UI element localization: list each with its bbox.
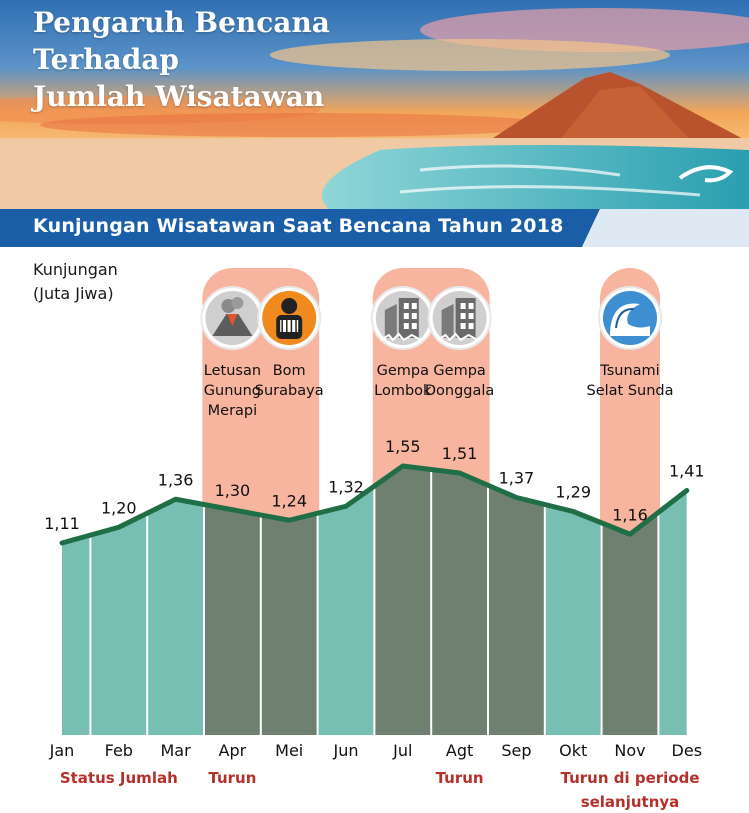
wave [610, 303, 650, 336]
tsunami-wave-icon [598, 286, 662, 350]
status-label: Turun di periode [560, 769, 699, 787]
window [411, 313, 417, 319]
x-tick-label: Agt [446, 741, 473, 760]
window [460, 303, 466, 309]
area-column [374, 466, 432, 735]
beach-volcano-illustration [0, 0, 749, 210]
event-label: Bom [273, 363, 306, 379]
x-tick-label: Mei [275, 741, 303, 760]
volcano-icon [200, 286, 265, 350]
area-column [658, 466, 687, 735]
building-left [441, 304, 454, 338]
data-label: 1,20 [101, 498, 137, 517]
title-line-1: Pengaruh Bencana [33, 6, 330, 39]
data-label: 1,16 [612, 505, 648, 524]
window [403, 323, 409, 329]
y-axis-title-line-2: (Juta Jiwa) [33, 284, 114, 303]
status-label: Status Jumlah [60, 769, 178, 787]
window [403, 313, 409, 319]
header-illustration [0, 0, 749, 210]
status-label: selanjutnya [581, 793, 680, 811]
subtitle-band [0, 209, 749, 247]
crack [380, 332, 422, 342]
x-tick-label: Apr [219, 741, 247, 760]
window [460, 313, 466, 319]
trend-line [59, 463, 690, 546]
crack [437, 332, 479, 342]
data-label: 1,37 [499, 469, 535, 488]
window [468, 303, 474, 309]
x-tick-label: Jul [392, 741, 412, 760]
event-label: Gempa [433, 363, 485, 379]
earthquake-building-icon [427, 286, 492, 350]
y-axis-title-line-1: Kunjungan [33, 260, 118, 279]
event-label: Letusan [204, 363, 261, 379]
area-column [431, 466, 488, 735]
page-title: Pengaruh Bencana Terhadap Jumlah Wisataw… [33, 4, 330, 115]
x-tick-label: Nov [614, 741, 645, 760]
smoke-puff [231, 297, 244, 309]
window [468, 323, 474, 329]
area-column [62, 466, 91, 735]
head [281, 298, 298, 314]
window [468, 313, 474, 319]
area-column [488, 466, 545, 735]
area-column [544, 466, 602, 735]
x-tick-label: Jan [49, 741, 75, 760]
x-tick-label: Jun [333, 741, 359, 760]
window [411, 323, 417, 329]
event-label: Gempa [377, 363, 429, 379]
title-line-2: Terhadap [33, 43, 179, 76]
window [403, 303, 409, 309]
data-label: 1,11 [44, 514, 80, 533]
x-tick-label: Des [672, 741, 703, 760]
icon-disc [603, 291, 657, 345]
chart-subtitle: Kunjungan Wisatawan Saat Bencana Tahun 2… [33, 215, 564, 237]
bomb-vest [280, 320, 299, 332]
x-tick-label: Feb [105, 741, 133, 760]
data-label: 1,55 [385, 437, 421, 456]
area-column [317, 466, 375, 735]
window [411, 303, 417, 309]
y-axis-title: Kunjungan (Juta Jiwa) [33, 258, 118, 306]
status-label: Turun [436, 769, 484, 787]
data-label: 1,30 [215, 481, 251, 500]
data-label: 1,29 [555, 483, 591, 502]
event-label: Donggala [425, 383, 494, 399]
x-tick-label: Okt [559, 741, 587, 760]
event-label: Selat Sunda [586, 383, 673, 399]
earthquake-building-icon [370, 286, 435, 350]
lava [227, 314, 238, 326]
event-label: Lombok [374, 383, 432, 399]
area-column [147, 466, 204, 735]
x-tick-label: Mar [161, 741, 192, 760]
bomb-person-icon [257, 286, 322, 350]
status-label: Turun [208, 769, 256, 787]
event-label: Merapi [208, 403, 258, 419]
building-left [384, 304, 397, 338]
event-label: Gunung [204, 383, 261, 399]
area-column [90, 466, 148, 735]
wave-curl [615, 307, 635, 329]
x-tick-label: Sep [501, 741, 531, 760]
data-label: 1,41 [669, 462, 705, 481]
data-label: 1,32 [328, 477, 364, 496]
data-label: 1,36 [158, 470, 194, 489]
data-label: 1,24 [271, 491, 307, 510]
data-label: 1,51 [442, 444, 478, 463]
event-label: Surabaya [255, 383, 324, 399]
event-label: Tsunami [599, 363, 659, 379]
window [460, 323, 466, 329]
title-line-3: Jumlah Wisatawan [33, 80, 325, 113]
